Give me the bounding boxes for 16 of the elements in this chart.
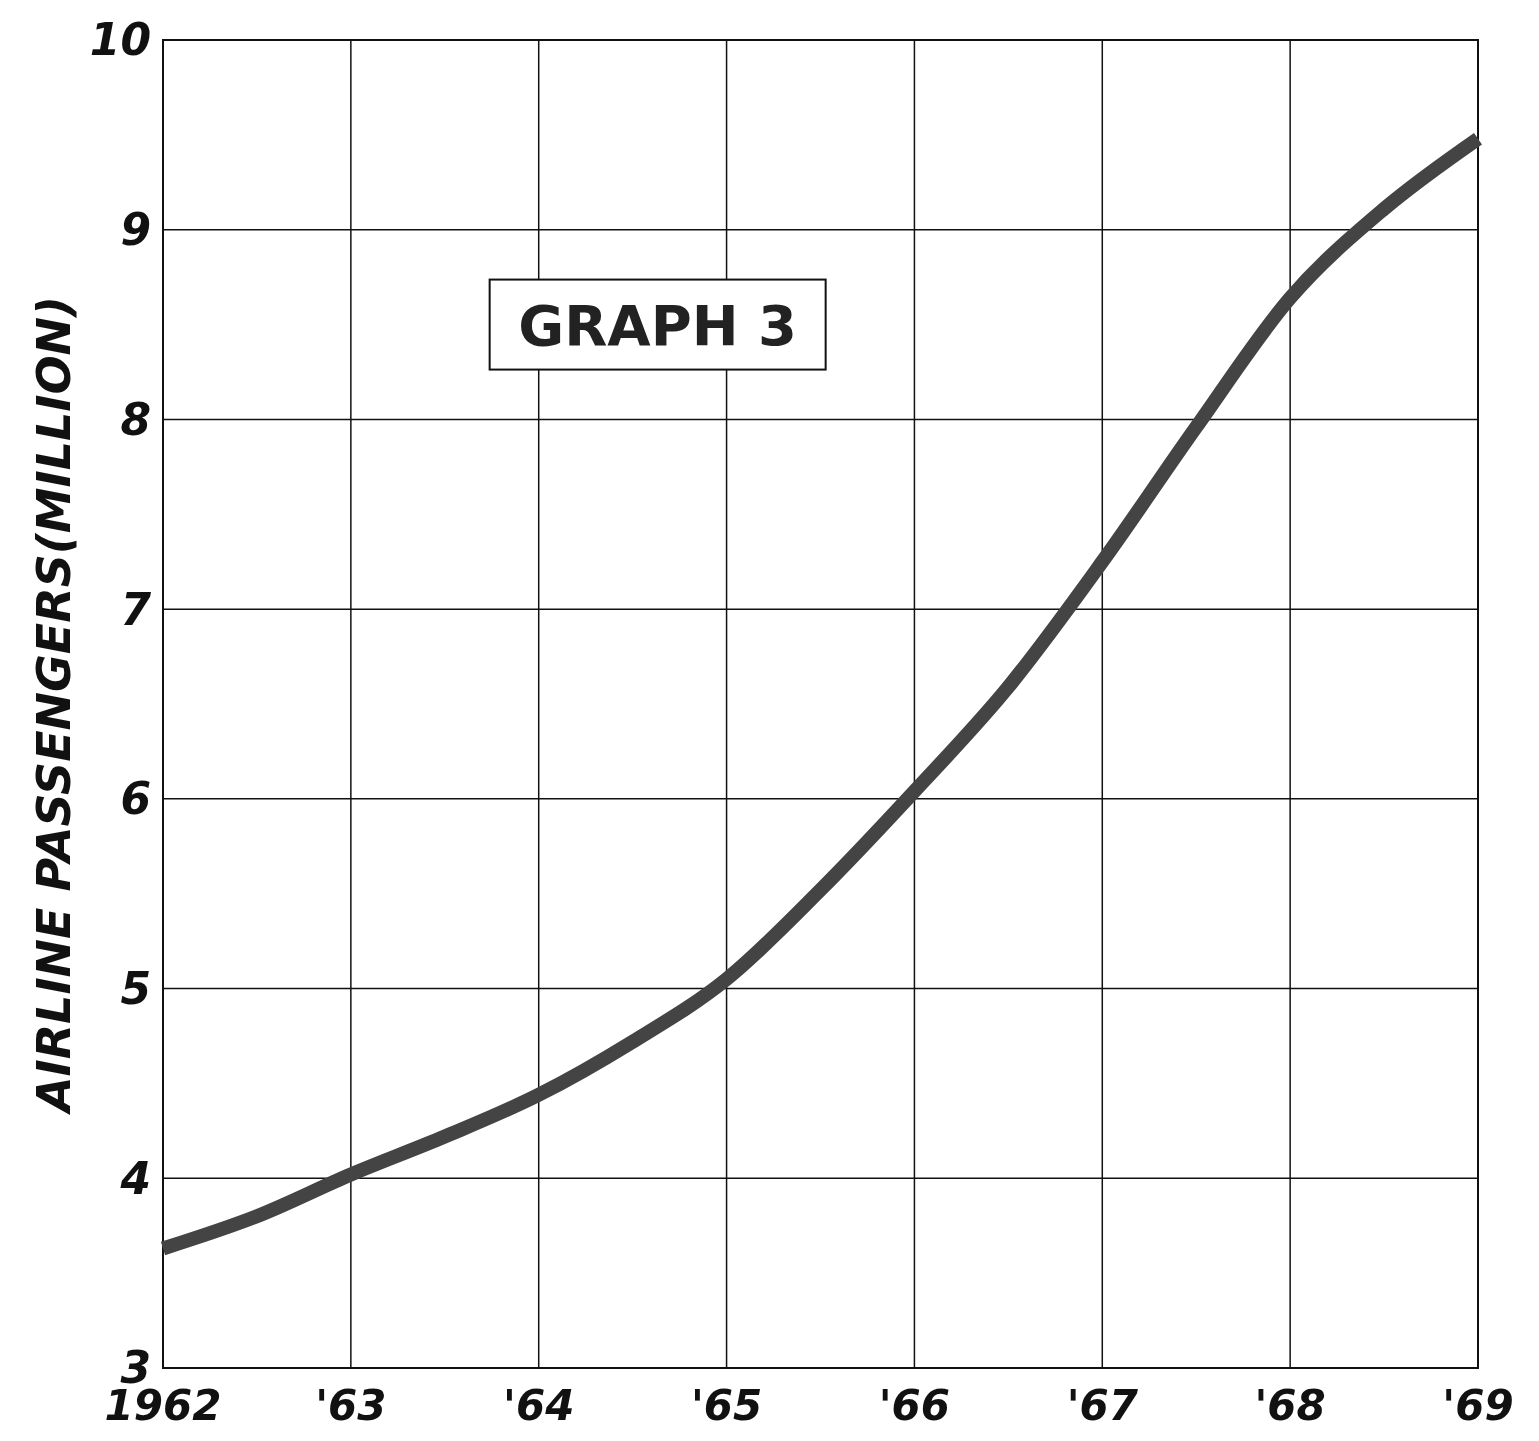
x-tick-label: '66 [878,1381,951,1430]
x-tick-label: '69 [1442,1381,1514,1430]
x-tick-label: '68 [1254,1381,1326,1430]
annotation: GRAPH 3 [518,292,798,358]
y-tick-label: 10 [89,14,151,66]
x-tick-label: '67 [1066,1381,1139,1430]
x-tick-label: '63 [315,1381,387,1430]
y-tick-label: 6 [120,773,151,825]
y-tick-label: 7 [120,583,152,635]
y-axis-title: AIRLINE PASSENGERS(MILLION) [27,295,81,1116]
y-tick-label: 8 [120,393,151,445]
y-tick-label: 4 [119,1152,151,1204]
x-tick-label: '64 [503,1381,575,1430]
y-tick-label: 9 [120,204,151,256]
x-tick-label: '65 [690,1381,763,1430]
y-tick-label: 5 [120,962,151,1014]
